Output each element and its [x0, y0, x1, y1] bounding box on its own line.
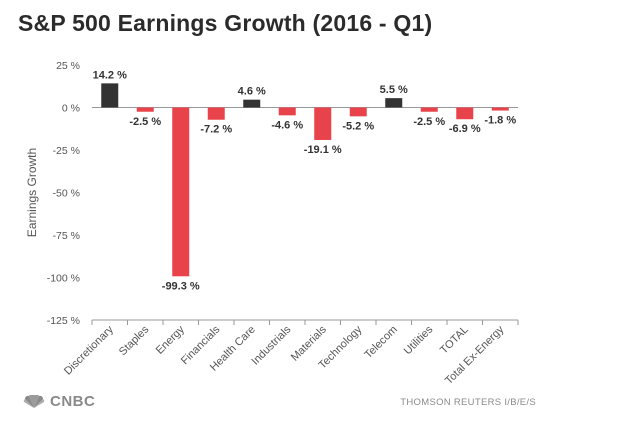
x-tick-label: Staples	[117, 323, 152, 358]
data-label: -5.2 %	[342, 120, 374, 132]
data-label: -2.5 %	[413, 116, 445, 128]
x-tick-label: Discretionary	[62, 323, 116, 377]
data-label: -19.1 %	[304, 144, 342, 156]
bar-telecom	[385, 98, 403, 108]
chart-title: S&P 500 Earnings Growth (2016 - Q1)	[18, 10, 433, 36]
data-label: -7.2 %	[200, 124, 232, 136]
bar-industrials	[278, 107, 296, 116]
data-label: -6.9 %	[449, 123, 481, 135]
data-label: 5.5 %	[380, 84, 408, 96]
y-tick-label: 0 %	[62, 103, 80, 115]
bar-total	[456, 107, 474, 120]
y-tick-label: 25 %	[56, 60, 80, 72]
data-label: -4.6 %	[271, 119, 303, 131]
y-tick-label: -125 %	[47, 315, 80, 327]
x-tick-label: Utilities	[402, 323, 436, 357]
bar-total-ex-energy	[491, 107, 509, 111]
bar-energy	[172, 107, 190, 277]
y-tick-label: -50 %	[53, 188, 80, 200]
x-tick-label: Industrials	[249, 323, 293, 367]
data-label: 4.6 %	[238, 86, 266, 98]
bar-discretionary	[101, 83, 119, 108]
data-label: -1.8 %	[484, 115, 516, 127]
bar-staples	[136, 107, 154, 112]
peacock-icon	[23, 394, 45, 408]
y-tick-label: -75 %	[53, 230, 80, 242]
bar-chart: 25 % 0 % -25 % -50 % -75 % -100 % -125 % Earnin…	[25, 60, 519, 387]
bar-materials	[314, 107, 332, 140]
bar-health-care	[243, 99, 261, 108]
data-label: 14.2 %	[93, 69, 127, 81]
source-credit: THOMSON REUTERS I/B/E/S	[400, 397, 536, 408]
bar-financials	[207, 107, 225, 120]
x-tick-label: Telecom	[362, 324, 399, 361]
data-label: -99.3 %	[162, 280, 200, 292]
y-tick-label: -100 %	[47, 273, 80, 285]
data-label: -2.5 %	[129, 116, 161, 128]
logo-text: CNBC	[50, 393, 96, 410]
bar-technology	[349, 107, 367, 117]
y-axis-label: Earnings Growth	[25, 148, 39, 237]
bar-utilities	[420, 107, 438, 112]
x-tick-label: Energy	[154, 323, 187, 356]
x-tick-label: TOTAL	[438, 324, 471, 357]
cnbc-logo: CNBC	[22, 393, 95, 410]
y-tick-label: -25 %	[53, 145, 80, 157]
